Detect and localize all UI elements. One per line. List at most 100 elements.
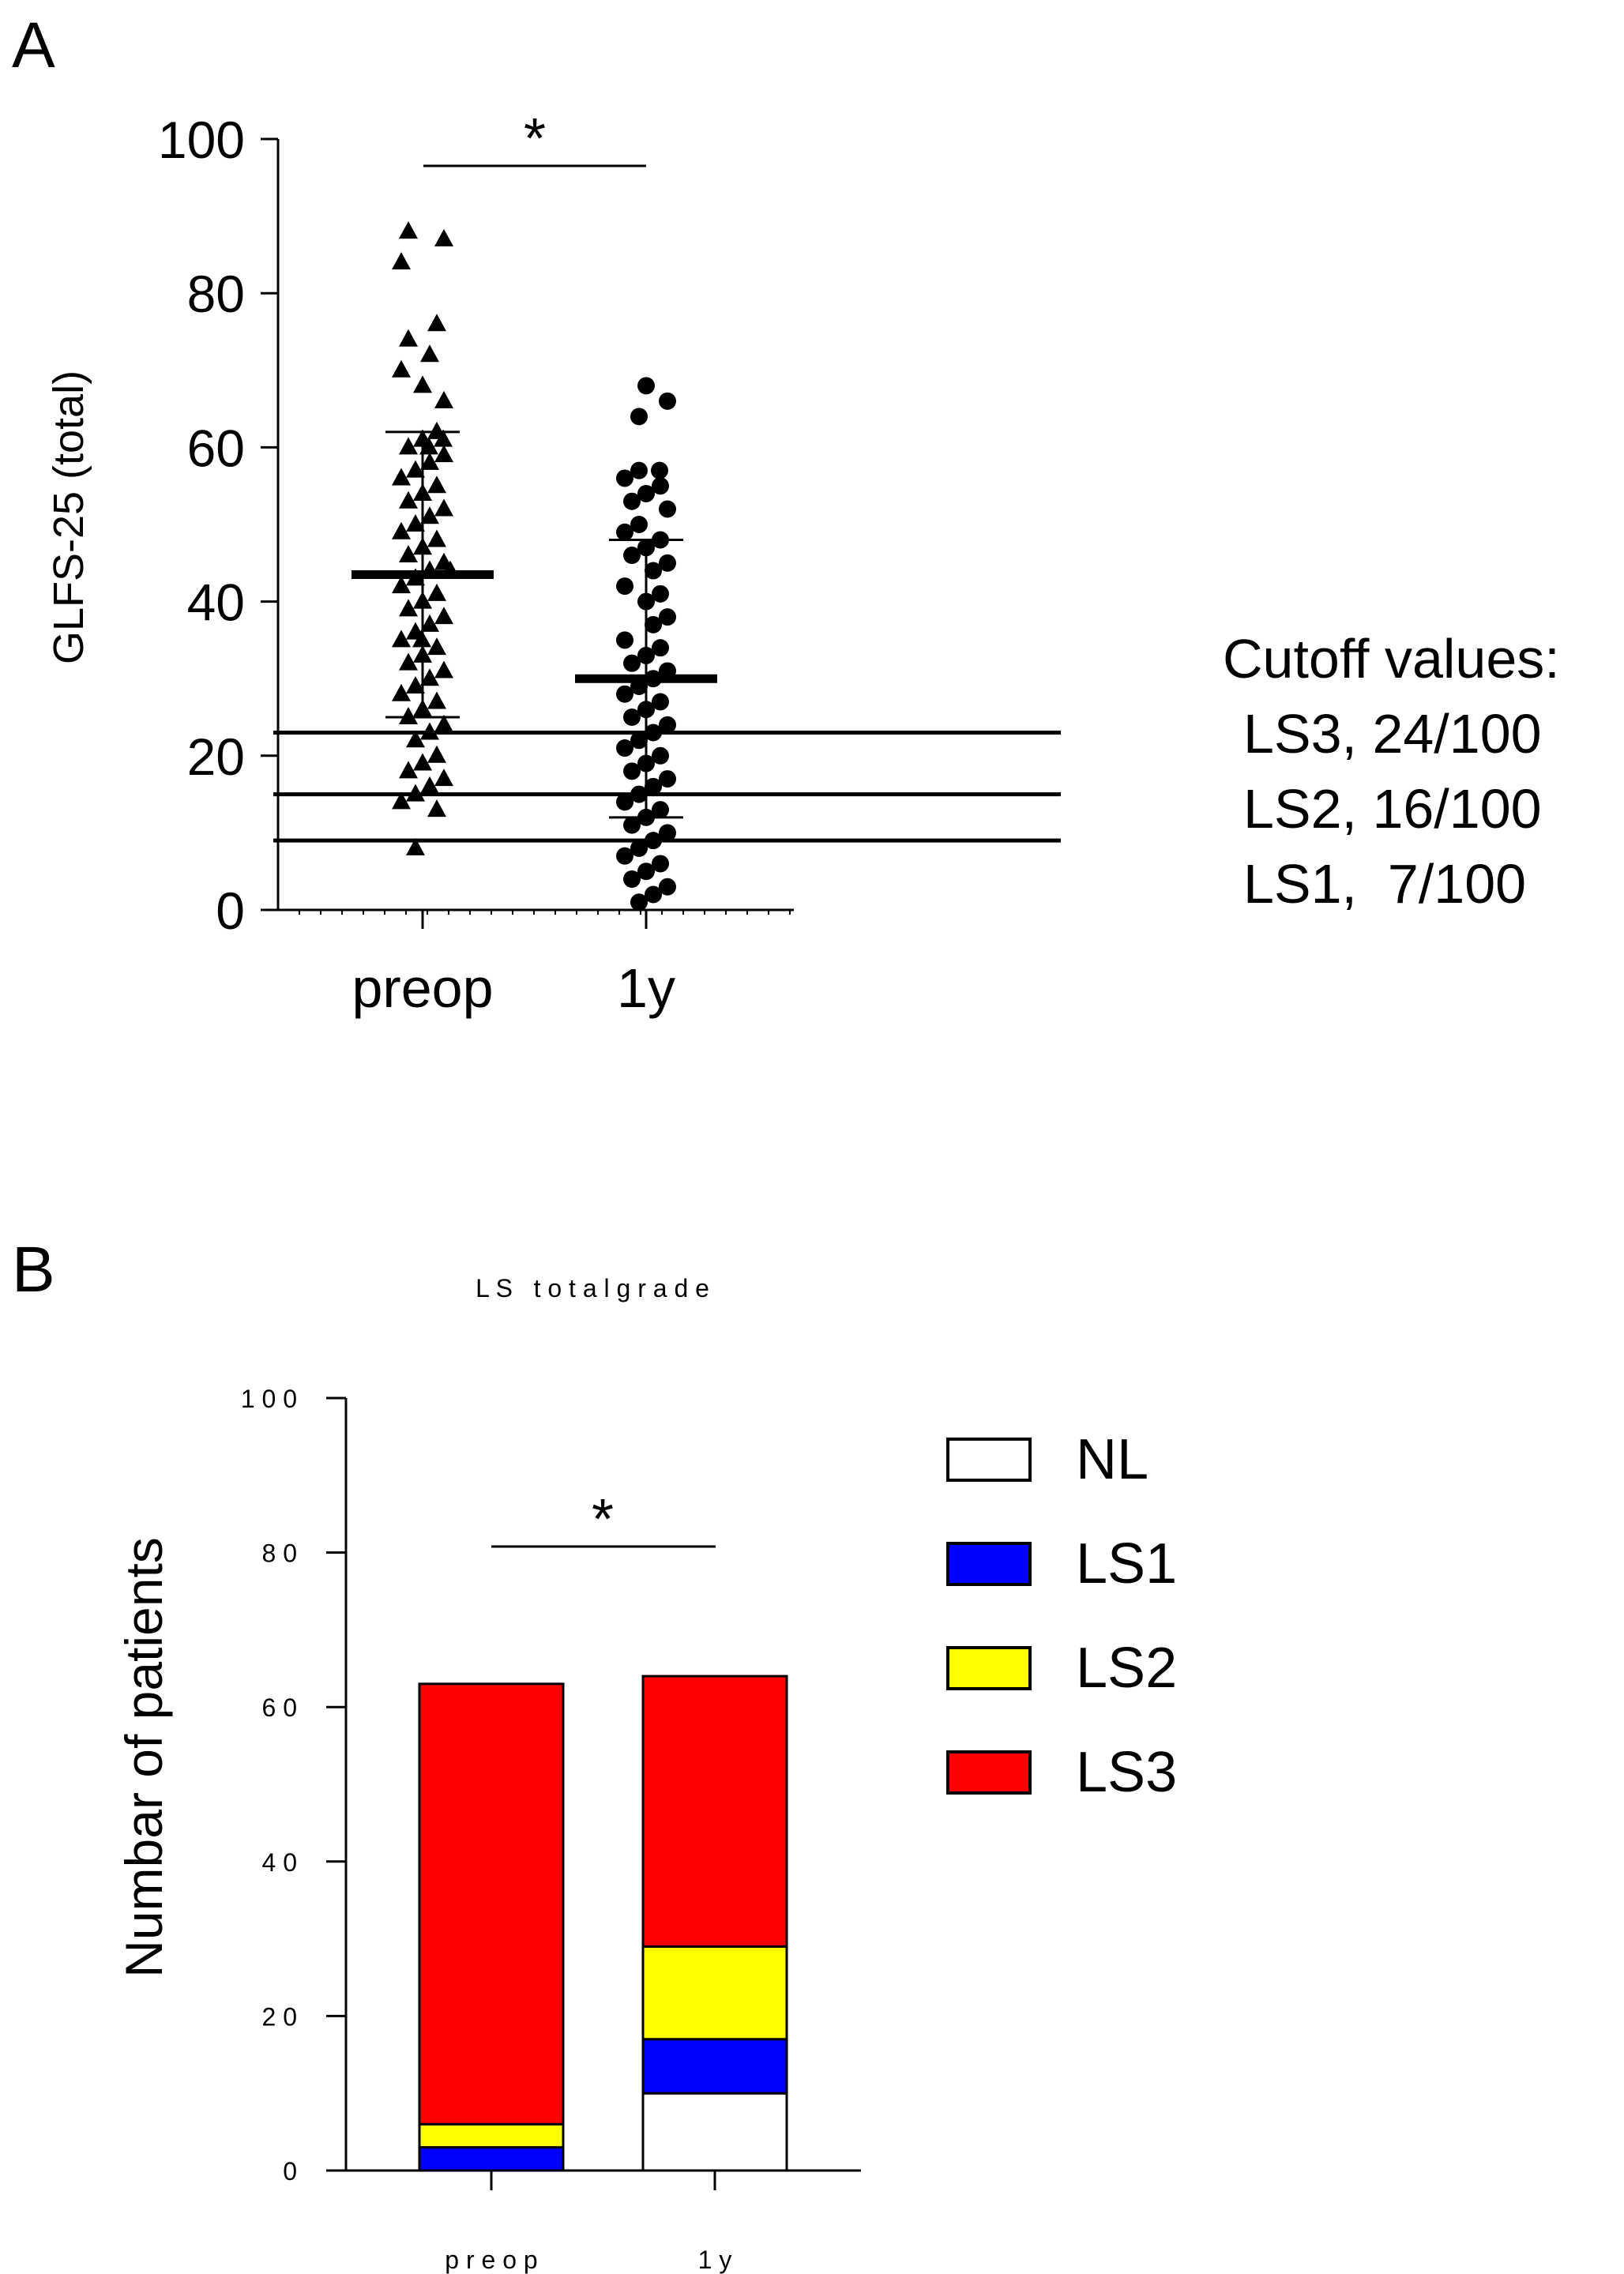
data-point-triangle [427,314,446,332]
data-point-triangle [420,452,439,470]
panel-label-a: A [12,9,55,81]
data-point-triangle [406,675,425,693]
legend-swatch-ls2 [946,1646,1032,1690]
data-point-triangle [427,637,446,656]
data-point-circle [623,547,641,565]
legend-label-ls1: LS1 [1076,1532,1177,1596]
data-point-triangle [434,429,453,447]
data-point-triangle [413,375,432,393]
data-point-triangle [434,445,453,463]
legend-label-ls2: LS2 [1076,1637,1177,1700]
data-point-triangle [420,506,439,524]
data-point-triangle [406,784,425,802]
panel-a-scatter: 0 20 40 60 80 100 preop 1y GLFS-25 (total) * [45,107,1061,1019]
panel-a-axes: 0 20 40 60 80 100 preop 1y [158,111,794,1019]
data-point-circle [645,724,662,742]
significance-asterisk-b: * [592,1488,614,1551]
data-point-triangle [434,498,453,517]
data-point-triangle [427,475,446,494]
data-point-circle [630,731,648,750]
data-point-circle [652,584,669,603]
data-point-circle [645,777,662,795]
data-point-triangle [399,221,418,239]
panel-label-b: B [12,1234,55,1306]
data-point-circle [630,516,648,533]
data-point-triangle [392,252,411,270]
data-point-circle [652,855,669,873]
legend: NL LS1 LS2 LS3 [946,1428,1177,1804]
y-tick-label: 0 [216,881,245,940]
data-point-triangle [434,660,453,678]
data-point-triangle [406,460,425,478]
data-point-circle [623,816,641,834]
data-point-triangle [420,722,439,740]
data-point-triangle [399,329,418,347]
legend-swatch-nl [946,1438,1032,1482]
data-point-circle [659,554,676,572]
cutoff-ls2: LS2, 16/100 [1243,778,1542,840]
data-point-triangle [413,753,432,771]
y-tick-label: 1 0 0 [241,1385,297,1413]
data-point-circle [645,562,662,580]
data-point-triangle [392,359,411,378]
data-point-triangle [399,545,418,563]
y-tick-label: 2 0 [262,2002,297,2031]
y-tick-label: 80 [187,265,245,323]
data-point-circle [616,469,633,487]
data-point-circle [623,654,641,672]
data-point-triangle [392,468,411,486]
legend-swatch-ls1 [946,1542,1032,1586]
data-point-circle [637,484,655,502]
data-point-circle [616,793,633,811]
data-point-circle [652,693,669,711]
data-point-triangle [434,228,453,246]
data-point-triangle [427,745,446,763]
y-tick-label: 40 [187,573,245,632]
x-tick-label: p r e o p [445,2246,537,2274]
x-tick-label: 1 y [698,2246,732,2274]
data-point-circle [652,477,669,495]
data-point-circle [659,824,676,842]
cutoff-heading: Cutoff values: [1223,628,1560,690]
data-point-circle [630,839,648,857]
y-tick-label: 100 [158,111,245,169]
bar-segment-nl [641,2092,788,2172]
data-point-triangle [392,791,411,810]
data-point-triangle [399,652,418,671]
y-axis-label: GLFS-25 (total) [45,370,92,664]
panel-b-title: L S t o t a l g r a d e [476,1274,709,1302]
data-point-triangle [420,776,439,794]
data-point-circle [616,739,633,757]
panel-b-axes: 0 2 0 4 0 6 0 8 0 1 0 0 p r e o p 1 y [241,1385,861,2274]
data-point-circle [645,832,662,850]
bar-segment-ls1 [418,2146,565,2172]
legend-label-ls3: LS3 [1076,1741,1177,1804]
panel-b-stacked-bar: L S t o t a l g r a d e 0 2 0 4 0 6 0 8 0 1 0… [115,1274,1177,2274]
data-point-triangle [399,761,418,779]
data-point-triangle [399,599,418,617]
data-point-circle [623,762,641,780]
bar-segment-ls2 [418,2122,565,2149]
data-point-triangle [392,576,411,594]
stacked-bars [418,1674,788,2172]
bar-segment-ls3 [641,1674,788,1948]
data-point-circle [623,492,641,510]
data-point-triangle [434,390,453,408]
data-point-circle [652,746,669,765]
legend-swatch-ls3 [946,1750,1032,1795]
data-point-circle [659,716,676,734]
data-point-triangle [399,437,418,455]
data-point-circle [616,631,633,649]
data-point-circle [630,408,648,426]
y-axis-label-b: Numbar of patients [115,1537,173,1978]
data-point-circle [616,847,633,865]
data-point-triangle [406,514,425,532]
data-point-circle [637,377,655,395]
mean-sd-bars [351,430,717,819]
y-tick-label: 8 0 [262,1539,297,1568]
cutoff-ls3: LS3, 24/100 [1243,703,1542,765]
data-point-triangle [406,837,425,855]
scatter-points [392,221,676,911]
data-point-circle [659,392,676,410]
